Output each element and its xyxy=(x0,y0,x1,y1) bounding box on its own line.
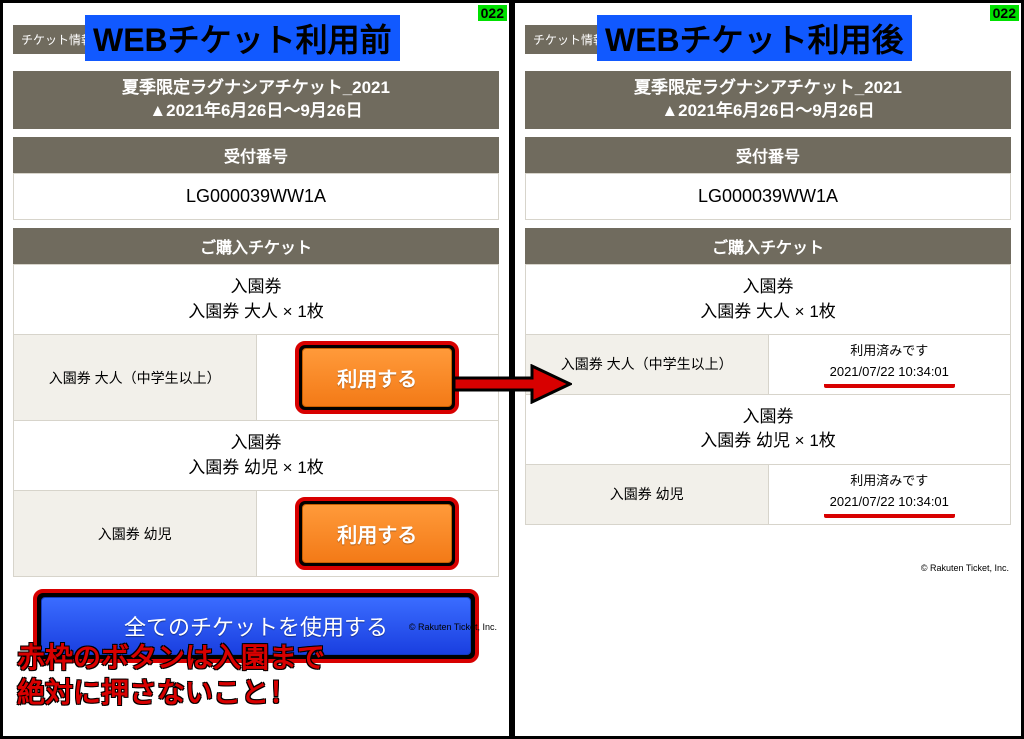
recept-head-right: 受付番号 xyxy=(525,137,1011,173)
recept-no-left: LG000039WW1A xyxy=(13,173,499,220)
used-text-1: 利用済みです xyxy=(850,343,928,358)
ticket2-action-left: 利用する xyxy=(257,491,499,576)
used-block-2: 利用済みです 2021/07/22 10:34:01 xyxy=(824,471,955,518)
ticket-title-right: 夏季限定ラグナシアチケット_2021 ▲2021年6月26日～9月26日 xyxy=(525,71,1011,129)
ticket2-line1-right: 入園券 xyxy=(743,407,794,426)
purchase-head-right: ご購入チケット xyxy=(525,228,1011,264)
panel-before: 022 チケット情報 WEBチケット利用前 夏季限定ラグナシアチケット_2021… xyxy=(0,0,512,739)
ticket1-line2-right: 入園券 大人 × 1枚 xyxy=(700,302,836,321)
ticket-title-line1-right: 夏季限定ラグナシアチケット_2021 xyxy=(634,78,902,97)
ticket1-label-right: 入園券 大人（中学生以上） xyxy=(526,335,769,394)
used-date-2: 2021/07/22 10:34:01 xyxy=(824,492,955,518)
ticket1-row-right: 入園券 大人（中学生以上） 利用済みです 2021/07/22 10:34:01 xyxy=(525,335,1011,395)
use-button-2[interactable]: 利用する xyxy=(302,504,452,563)
warning-line2: 絶対に押さないこと！ xyxy=(17,677,297,708)
used-block-1: 利用済みです 2021/07/22 10:34:01 xyxy=(824,341,955,388)
ticket-title-line1-left: 夏季限定ラグナシアチケット_2021 xyxy=(122,78,390,97)
warning-text: 赤枠のボタンは入園まで 絶対に押さないこと！ xyxy=(17,640,325,710)
top-line-right: チケット情報 WEBチケット利用後 xyxy=(525,19,1011,59)
recept-no-right: LG000039WW1A xyxy=(525,173,1011,220)
ticket1-action-left: 利用する xyxy=(257,335,499,420)
ticket2-row-right: 入園券 幼児 利用済みです 2021/07/22 10:34:01 xyxy=(525,465,1011,525)
warning-line1: 赤枠のボタンは入園まで xyxy=(17,642,325,673)
ticket-title-line2-left: ▲2021年6月26日～9月26日 xyxy=(149,101,362,120)
top-line-left: チケット情報 WEBチケット利用前 xyxy=(13,19,499,59)
ticket1-row-left: 入園券 大人（中学生以上） 利用する xyxy=(13,335,499,421)
big-title-before: WEBチケット利用前 xyxy=(85,15,400,61)
ticket2-label-right: 入園券 幼児 xyxy=(526,465,769,524)
ticket1-label-left: 入園券 大人（中学生以上） xyxy=(14,335,257,420)
purchase-head-left: ご購入チケット xyxy=(13,228,499,264)
ticket2-label-left: 入園券 幼児 xyxy=(14,491,257,576)
ticket1-line1-right: 入園券 xyxy=(743,277,794,296)
ticket1-summary-left: 入園券 入園券 大人 × 1枚 xyxy=(13,264,499,335)
used-text-2: 利用済みです xyxy=(850,473,928,488)
panel-after: 022 チケット情報 WEBチケット利用後 夏季限定ラグナシアチケット_2021… xyxy=(512,0,1024,739)
ticket2-line2-left: 入園券 幼児 × 1枚 xyxy=(188,458,324,477)
ticket1-used-right: 利用済みです 2021/07/22 10:34:01 xyxy=(769,335,1011,394)
use-button-frame-2: 利用する xyxy=(295,497,459,570)
ticket2-line2-right: 入園券 幼児 × 1枚 xyxy=(700,431,836,450)
ticket2-row-left: 入園券 幼児 利用する xyxy=(13,491,499,577)
ticket-title-line2-right: ▲2021年6月26日～9月26日 xyxy=(661,101,874,120)
copyright-left: © Rakuten Ticket, Inc. xyxy=(409,622,497,632)
ticket2-used-right: 利用済みです 2021/07/22 10:34:01 xyxy=(769,465,1011,524)
ticket2-summary-left: 入園券 入園券 幼児 × 1枚 xyxy=(13,421,499,491)
ticket2-line1-left: 入園券 xyxy=(231,433,282,452)
use-button-frame-1: 利用する xyxy=(295,341,459,414)
recept-head-left: 受付番号 xyxy=(13,137,499,173)
used-date-1: 2021/07/22 10:34:01 xyxy=(824,362,955,388)
ticket2-summary-right: 入園券 入園券 幼児 × 1枚 xyxy=(525,395,1011,465)
big-title-after: WEBチケット利用後 xyxy=(597,15,912,61)
copyright-right: © Rakuten Ticket, Inc. xyxy=(921,563,1009,573)
ticket1-line1-left: 入園券 xyxy=(231,277,282,296)
ticket1-line2-left: 入園券 大人 × 1枚 xyxy=(188,302,324,321)
ticket1-summary-right: 入園券 入園券 大人 × 1枚 xyxy=(525,264,1011,335)
ticket-title-left: 夏季限定ラグナシアチケット_2021 ▲2021年6月26日～9月26日 xyxy=(13,71,499,129)
use-button-1[interactable]: 利用する xyxy=(302,348,452,407)
